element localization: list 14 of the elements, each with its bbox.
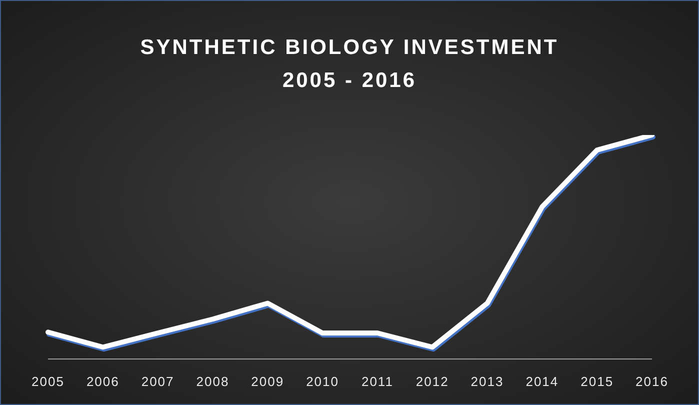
x-tick-label: 2005 [32,374,64,390]
x-tick-label: 2006 [86,374,120,390]
chart-title: SYNTHETIC BIOLOGY INVESTMENT [139,35,560,61]
chart-subtitle: 2005 - 2016 [281,68,418,94]
x-tick-label: 2015 [580,374,614,390]
x-tick-label: 2013 [470,374,504,390]
x-tick-label: 2009 [251,374,284,390]
x-tick-label: 2011 [361,374,394,390]
x-tick-label: 2007 [141,374,174,390]
x-tick-label: 2014 [526,374,559,390]
x-tick-label: 2008 [196,374,230,390]
x-tick-label: 2010 [306,374,340,390]
x-tick-label: 2012 [416,374,449,390]
x-tick-label: 2016 [636,374,668,390]
